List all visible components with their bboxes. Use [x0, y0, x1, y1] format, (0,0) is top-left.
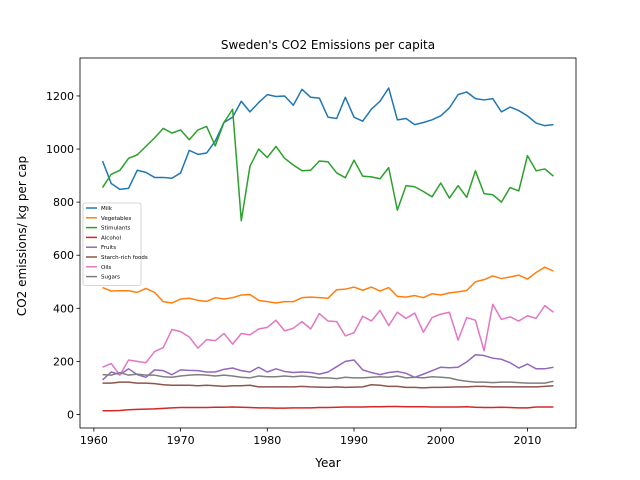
legend-label: Alcohol	[101, 235, 122, 241]
x-tick-label: 2000	[427, 434, 455, 447]
legend: Milk Vegetables Stimulants Alcohol Fruits Sta…	[82, 202, 148, 286]
legend-label: Vegetables	[101, 216, 132, 222]
legend-box	[82, 202, 142, 286]
legend-label: Fruits	[101, 245, 116, 251]
y-tick-label: 600	[53, 249, 74, 262]
legend-label: Sugars	[101, 275, 120, 281]
legend-label: Milk	[101, 206, 113, 212]
x-tick-label: 1980	[253, 434, 281, 447]
legend-label: Starch-rich foods	[101, 255, 148, 261]
x-tick-label: 1960	[80, 434, 108, 447]
plot-area	[101, 87, 554, 412]
axes-frame	[79, 57, 577, 429]
legend-label: Stimulants	[101, 226, 131, 232]
x-axis-label: Year	[314, 456, 340, 470]
x-tick-label: 1970	[167, 434, 195, 447]
series-line	[102, 353, 554, 381]
x-tick-label: 2010	[513, 434, 541, 447]
series-line	[101, 108, 554, 222]
y-axis-label: CO2 emissions/ kg per cap	[15, 156, 29, 316]
series-line	[102, 371, 554, 384]
y-tick-label: 1200	[46, 90, 74, 103]
series-line	[102, 405, 554, 412]
series-line	[102, 266, 554, 304]
legend-label: Oils	[101, 265, 111, 271]
y-tick-label: 200	[53, 355, 74, 368]
series-line	[102, 381, 554, 389]
y-tick-label: 1000	[46, 143, 74, 156]
chart-title: Sweden's CO2 Emissions per capita	[221, 38, 435, 52]
y-tick-label: 400	[53, 302, 74, 315]
series-line	[101, 87, 554, 191]
x-tick-label: 1990	[340, 434, 368, 447]
y-tick-label: 800	[53, 196, 74, 209]
y-tick-label: 0	[67, 408, 74, 421]
series-line	[102, 303, 554, 376]
